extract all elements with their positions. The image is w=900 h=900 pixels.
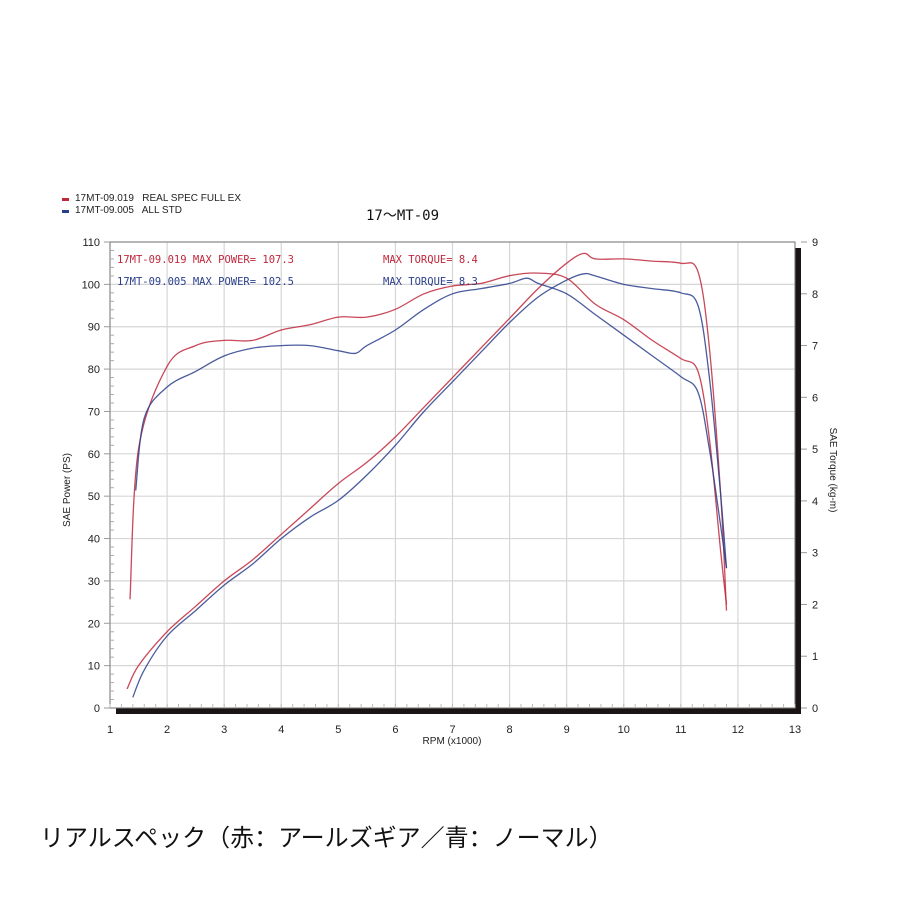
y-tick-label-left: 40 (88, 534, 100, 546)
annotation-blue-torque: MAX TORQUE= 8.3 (383, 276, 478, 288)
y-tick-label-left: 110 (82, 237, 100, 249)
x-tick-label: 5 (335, 724, 341, 736)
x-tick-label: 13 (789, 724, 801, 736)
annotation-red-torque: MAX TORQUE= 8.4 (383, 254, 478, 266)
caption: リアルスペック（赤：アールズギア／青：ノーマル） (40, 824, 613, 852)
y-tick-label-right: 8 (812, 289, 818, 301)
y-tick-label-left: 0 (94, 703, 100, 715)
series-line-red-torque (129, 272, 728, 605)
x-tick-label: 9 (564, 724, 570, 736)
x-tick-label: 1 (107, 724, 113, 736)
series-line-red-power (126, 252, 728, 690)
legend-item-blue: 17MT-09.005 ALL STD (62, 205, 241, 217)
y-tick-label-left: 10 (88, 661, 100, 673)
y-tick-label-right: 9 (812, 237, 818, 249)
y-tick-label-right: 7 (812, 341, 818, 353)
chart-title: 17～MT-09 (366, 208, 440, 224)
data-series (126, 252, 728, 698)
y-tick-label-right: 1 (812, 651, 818, 663)
x-tick-label: 7 (449, 724, 455, 736)
x-tick-label: 4 (278, 724, 284, 736)
y-tick-label-right: 6 (812, 392, 818, 404)
y-tick-label-left: 30 (88, 576, 100, 588)
legend-item-red: 17MT-09.019 REAL SPEC FULL EX (62, 193, 241, 205)
legend-swatch-red (62, 197, 69, 201)
legend-label-blue: 17MT-09.005 ALL STD (75, 205, 182, 216)
y-tick-label-left: 20 (88, 618, 100, 630)
y-tick-label-left: 80 (88, 364, 100, 376)
y-tick-label-left: 100 (82, 279, 100, 291)
chart-legend: 17MT-09.019 REAL SPEC FULL EX 17MT-09.00… (62, 193, 241, 217)
annotation-red-power: 17MT-09.019 MAX POWER= 107.3 (117, 254, 294, 266)
x-axis-label: RPM (x1000) (423, 736, 482, 747)
y-tick-label-left: 60 (88, 449, 100, 461)
x-tick-label: 10 (618, 724, 630, 736)
x-tick-label: 12 (732, 724, 744, 736)
series-line-blue-power (132, 272, 728, 698)
y-tick-label-right: 0 (812, 703, 818, 715)
y-axis-left-label: SAE Power (PS) (62, 453, 73, 527)
y-tick-label-right: 3 (812, 548, 818, 560)
y-tick-label-left: 90 (88, 322, 100, 334)
series-line-blue-torque (135, 277, 728, 569)
x-tick-label: 11 (675, 724, 686, 736)
y-tick-label-right: 2 (812, 599, 818, 611)
frame-shadow-bottom (116, 708, 801, 714)
frame-shadow-right (795, 248, 801, 714)
x-tick-label: 8 (507, 724, 513, 736)
x-tick-label: 2 (164, 724, 170, 736)
x-tick-label: 6 (392, 724, 398, 736)
y-tick-label-left: 70 (88, 406, 100, 418)
legend-label-red: 17MT-09.019 REAL SPEC FULL EX (75, 193, 242, 204)
y-tick-label-left: 50 (88, 491, 100, 503)
annotation-blue-power: 17MT-09.005 MAX POWER= 102.5 (117, 276, 294, 288)
y-axis-right-label: SAE Torque (kg-m) (827, 428, 838, 513)
y-tick-label-right: 5 (812, 444, 818, 456)
y-tick-label-right: 4 (812, 496, 818, 508)
x-tick-label: 3 (221, 724, 227, 736)
grid-lines (109, 241, 796, 709)
legend-swatch-blue (62, 209, 69, 213)
